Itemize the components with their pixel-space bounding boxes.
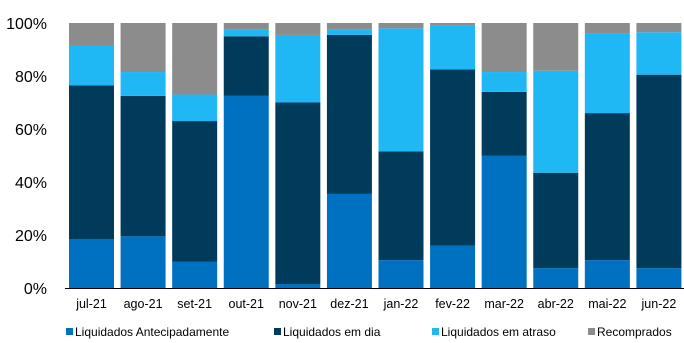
bars-layer [69,23,682,289]
legend-label: Liquidados em dia [283,325,381,339]
x-tick-labels: jul-21 ago-21 set-21 out-21 nov-21 dez-21 jan-… [75,297,676,311]
bar-segment-abr-22-s3 [533,23,579,71]
legend-swatch [588,328,595,335]
bar-segment-mai-22-s0 [584,260,630,288]
bar-segment-abr-22-s0 [533,268,579,289]
legend-label: Liquidados em atraso [441,325,556,339]
bar-segment-out-21-s1 [223,36,269,96]
bar-segment-jul-21-s0 [69,238,114,288]
x-tick-label: ago-21 [124,297,163,311]
y-tick-label: 0% [24,281,47,298]
bar-segment-jun-22-s0 [636,268,682,289]
bar-segment-nov-21-s0 [275,284,321,288]
bar-segment-dez-21-s1 [326,34,372,194]
bar-segment-jun-22-s3 [636,23,682,33]
bar-segment-jul-21-s3 [69,23,114,46]
legend-item-0: Liquidados Antecipadamente [66,325,229,339]
y-tick-label: 100% [6,16,47,33]
bar-segment-fev-22-s1 [430,69,476,246]
x-tick-label: jul-21 [75,297,107,311]
bar-segment-mar-22-s1 [481,91,527,156]
x-tick-label: abr-22 [538,297,574,311]
y-tick-labels: 0% 20% 40% 60% 80% 100% [6,16,47,298]
legend: Liquidados Antecipadamente Liquidados em … [66,325,672,339]
legend-label: Liquidados Antecipadamente [75,325,229,339]
legend-item-2: Liquidados em atraso [432,325,556,339]
bar-segment-ago-21-s3 [120,23,166,73]
legend-item-3: Recomprados [588,325,672,339]
y-tick-label: 80% [15,69,47,86]
bar-segment-jan-22-s2 [378,28,424,152]
bar-segment-set-21-s2 [172,94,218,122]
bar-segment-jan-22-s0 [378,260,424,288]
bar-segment-ago-21-s2 [120,72,166,96]
bar-segment-nov-21-s2 [275,34,321,103]
x-tick-label: jun-22 [641,297,677,311]
legend-swatch [66,328,73,335]
bar-segment-fev-22-s2 [430,25,476,70]
bar-segment-jan-22-s1 [378,151,424,261]
bar-segment-mar-22-s2 [481,72,527,92]
bar-segment-set-21-s1 [172,121,218,262]
x-tick-label: fev-22 [435,297,470,311]
bar-segment-out-21-s0 [223,95,269,289]
bar-segment-mai-22-s3 [584,23,630,34]
x-tick-label: mar-22 [484,297,524,311]
bar-segment-set-21-s3 [172,23,218,95]
bar-segment-ago-21-s0 [120,236,166,288]
bar-segment-abr-22-s2 [533,70,579,173]
x-tick-label: nov-21 [279,297,317,311]
bar-segment-fev-22-s0 [430,245,476,288]
bar-segment-jul-21-s1 [69,85,114,239]
bar-segment-mai-22-s1 [584,113,630,261]
y-tick-label: 60% [15,122,47,139]
bar-segment-set-21-s0 [172,261,218,288]
bar-segment-out-21-s3 [223,23,269,30]
bar-segment-jul-21-s2 [69,45,114,86]
bar-segment-ago-21-s1 [120,95,166,237]
bar-segment-mai-22-s2 [584,33,630,114]
legend-swatch [432,328,439,335]
x-tick-label: out-21 [229,297,264,311]
x-tick-label: mai-22 [588,297,626,311]
bar-segment-nov-21-s1 [275,102,321,285]
y-tick-label: 40% [15,175,47,192]
bar-segment-jun-22-s1 [636,74,682,269]
bar-segment-abr-22-s1 [533,172,579,269]
bar-segment-dez-21-s0 [326,193,372,288]
bar-segment-jan-22-s3 [378,23,424,29]
bar-segment-dez-21-s2 [326,29,372,35]
legend-swatch [274,328,281,335]
bar-segment-jun-22-s2 [636,32,682,75]
x-tick-label: set-21 [177,297,212,311]
bar-segment-out-21-s2 [223,29,269,37]
legend-label: Recomprados [597,325,672,339]
y-tick-label: 20% [15,228,47,245]
bar-segment-nov-21-s3 [275,23,321,35]
legend-item-1: Liquidados em dia [274,325,381,339]
x-tick-label: dez-21 [330,297,368,311]
bar-segment-dez-21-s3 [326,23,372,30]
bar-segment-mar-22-s0 [481,155,527,288]
bar-segment-mar-22-s3 [481,23,527,73]
x-tick-label: jan-22 [383,297,419,311]
bar-segment-fev-22-s3 [430,23,476,26]
